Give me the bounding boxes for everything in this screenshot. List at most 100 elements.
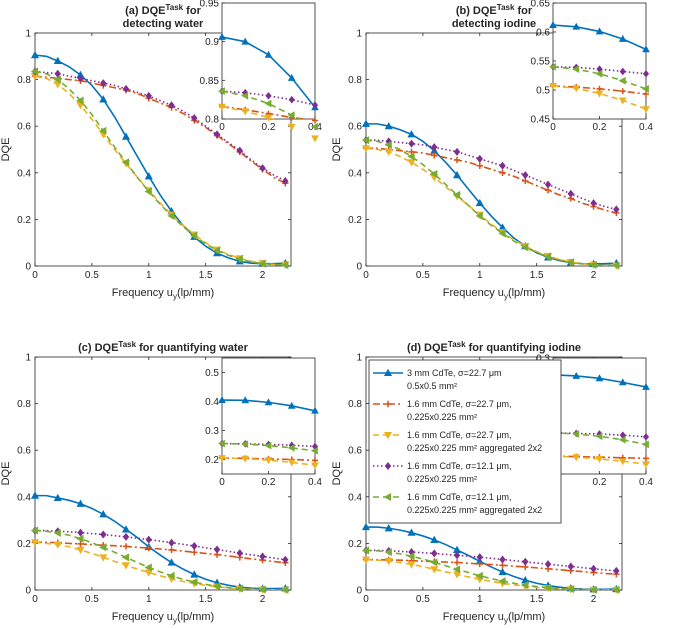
panel-b-ytick-label: 0 <box>356 262 362 273</box>
panel-a-series-line-1 <box>35 54 286 265</box>
panel-d-series-5-marker <box>407 552 415 561</box>
panel-b-inset-series-4-marker <box>642 69 650 78</box>
panel-c-series-4-marker <box>77 528 84 537</box>
panel-c-series-3-marker <box>30 539 40 547</box>
panel-b-series-5-marker <box>589 260 597 269</box>
panel-b-series-5-marker <box>407 152 415 161</box>
panel-a-inset-series-4-marker <box>311 101 319 109</box>
panel-d-title: (d) DQETask for quantifying iodine <box>407 340 581 354</box>
panel-c-series-line-1 <box>35 494 286 590</box>
panel-c-inset-series-5-marker <box>217 439 225 448</box>
panel-b-ytick-label: 0.4 <box>348 168 362 179</box>
panel-a-title-sup: Task <box>165 3 183 12</box>
panel-b-series-4-marker <box>522 171 529 180</box>
panel-b-chart: 0 0.5 1 1.5 2 0 0.2 0.4 0.6 0.8 1 (b) DQETask forde… <box>331 0 653 301</box>
panel-b-ytick-label: 1 <box>356 29 362 40</box>
panel-c-inset-series-5-marker <box>310 446 318 455</box>
panel-a-inset-series-3-marker <box>264 114 273 122</box>
panel-b-xlabel-main: Frequency u <box>443 287 504 299</box>
panel-b-inset-series-line-3 <box>553 85 646 110</box>
panel-a-series-5-marker <box>30 67 39 76</box>
panel-d-series-5-marker <box>498 577 506 586</box>
panel-c-series-line-2 <box>35 541 286 564</box>
panel-b-inset-series-1-marker <box>572 22 581 30</box>
panel-b-inset-series-2-marker <box>643 91 649 98</box>
panel-d-inset-ytick-label: 0.3 <box>536 354 550 365</box>
panel-c-inset: 0 0.2 0.40.20.30.40.5 <box>205 357 322 488</box>
panel-a-inset-series-1-marker <box>287 73 296 81</box>
panel-c-chart: 0 0.5 1 1.5 200.20.40.60.81(c) DQETask for q… <box>0 340 322 625</box>
legend-label-5-line2: 0.225x0.225 mm² aggregated 2x2 <box>407 505 542 515</box>
panel-a-inset-series-3-marker <box>287 123 296 131</box>
panel-b-inset-ytick-label: 0.5 <box>536 86 550 97</box>
panel-b-inset: 0 0.2 0.4 0.45 0.5 0.55 0.6 0.65 <box>531 0 654 133</box>
panel-b-title-prefix: (b) DQE <box>456 5 497 17</box>
panel-d-xtick-label: 1.5 <box>530 594 544 605</box>
panel-d-ylabel: DQE <box>331 462 343 486</box>
panel-b-ytick-label: 0.2 <box>348 215 362 226</box>
panel-c-inset-series-2-marker <box>312 457 318 464</box>
panel-a-series-5-marker <box>99 126 107 135</box>
panel-c-series-1-marker <box>30 491 40 499</box>
panel-c-ytick-label: 0.6 <box>17 446 31 457</box>
panel-a-series-4-marker <box>54 69 61 78</box>
panel-c-series-4-marker <box>213 545 221 554</box>
panel-a-series-4-marker <box>236 146 244 155</box>
panel-b-ytick-label: 0.8 <box>348 75 362 86</box>
panel-b-inset-series-3-marker <box>618 97 627 105</box>
panel-a-ytick-label: 0.6 <box>17 122 31 133</box>
panel-d-series-4-marker <box>590 564 597 573</box>
panel-c-series-line-3 <box>35 541 286 590</box>
panel-c-series-5-marker <box>76 534 84 543</box>
panel-c-series-1-marker <box>99 510 108 518</box>
panel-b-series-4-marker <box>408 139 415 148</box>
panel-b-series-5-marker <box>361 136 370 145</box>
panel-a-xtick-label: 0 <box>32 270 38 281</box>
panel-a-inset-series-3-marker <box>311 135 319 143</box>
panel-c-inset-series-1-marker <box>264 398 273 406</box>
panel-b-title-suffix: for <box>514 5 532 17</box>
panel-d-title-prefix: (d) DQE <box>407 342 448 354</box>
panel-d-inset-series-2-marker <box>643 455 649 462</box>
panel-d-series-5-marker <box>430 558 438 567</box>
panel-b-inset-series-1-marker <box>549 21 557 28</box>
panel-a-series-5-marker <box>167 211 175 220</box>
panel-b-inset-series-1-marker <box>618 34 627 42</box>
panel-c-xtick-label: 2 <box>260 594 266 605</box>
panel-b-inset-axes <box>552 2 647 120</box>
panel-b-inset-series-1-marker <box>642 45 650 53</box>
panel-c-series-4-marker <box>236 549 244 558</box>
panel-b-title-sup: Task <box>497 3 515 12</box>
panel-d-series-4-marker <box>522 557 529 566</box>
panel-a-xtick-label: 2 <box>260 270 266 281</box>
panel-d-inset-series-3-marker <box>618 458 627 466</box>
panel-a-title: (a) DQETask for <box>125 3 201 17</box>
panel-b-inset-series-line-5 <box>553 66 646 90</box>
panel-a-xtick-label: 1 <box>146 270 152 281</box>
panel-c-inset-series-1-marker <box>311 406 319 414</box>
panel-c-series-4-marker <box>100 530 107 539</box>
panel-c-series-line-5 <box>35 529 286 590</box>
panel-d-series-2-marker <box>476 560 483 568</box>
panel-d-inset-series-3-marker <box>572 454 581 462</box>
panel-b-series-1-marker <box>407 130 416 138</box>
panel-c-inset-ytick-label: 0.5 <box>205 368 219 379</box>
panel-d-inset-series-1-marker <box>618 378 627 386</box>
panel-c-series-2-marker <box>122 543 130 550</box>
panel-b-series-4-marker <box>453 147 461 156</box>
panel-d-inset-series-5-marker <box>572 430 580 438</box>
panel-a-series-line-4 <box>35 70 286 182</box>
panel-c-inset-series-3-marker <box>241 455 250 463</box>
panel-a-series-5-marker <box>258 259 266 268</box>
panel-b-xtick-label: 1 <box>477 270 483 281</box>
panel-c-ytick-label: 0.2 <box>17 539 31 550</box>
panel-b-series-4-marker <box>476 154 483 163</box>
panel-c-series-5-marker <box>258 585 266 594</box>
panel-c-inset-series-3-marker <box>287 459 296 467</box>
panel-a-inset-series-5-marker <box>287 111 295 119</box>
panel-a-ylabel: DQE <box>0 138 12 162</box>
panel-b-xtick-label: 0.5 <box>416 270 430 281</box>
panel-d-series-5-marker <box>589 585 597 594</box>
panel-a-inset-series-3-marker <box>241 108 250 116</box>
panel-a-inset-series-5-marker <box>264 99 272 108</box>
